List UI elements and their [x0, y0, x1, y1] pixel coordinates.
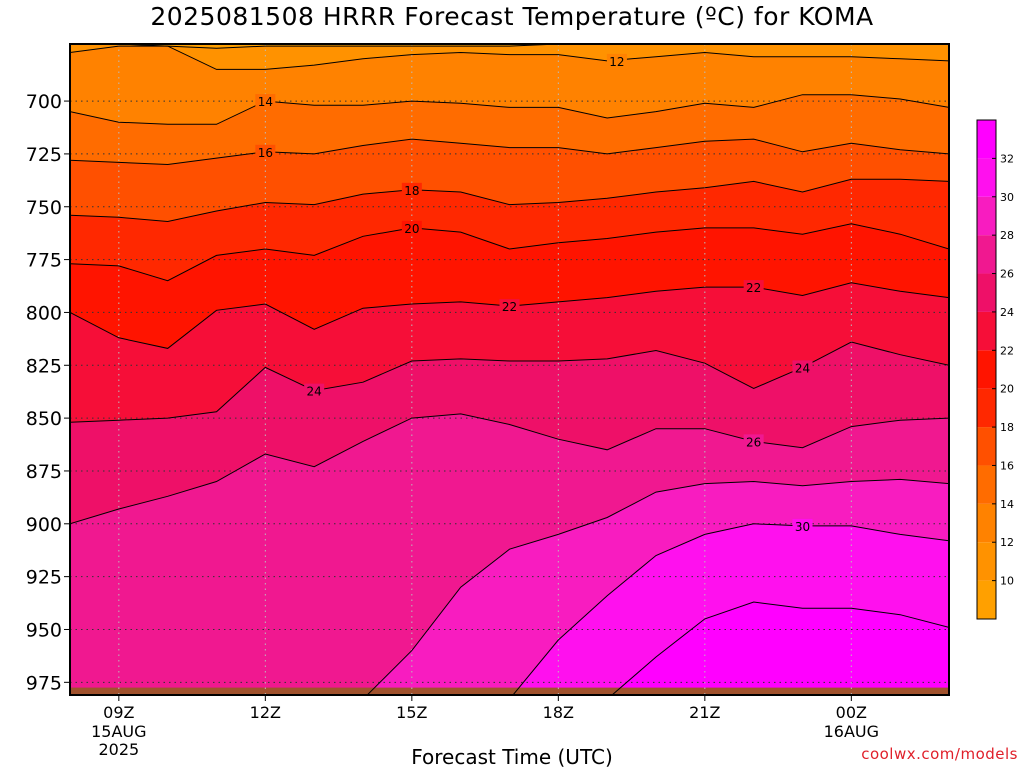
- y-tick-label-900: 900: [26, 514, 62, 536]
- contour-label-12: 12: [609, 55, 624, 69]
- date-label: 2025: [98, 740, 139, 759]
- colorbar-tick-label-32: 32: [1000, 152, 1014, 165]
- contour-line-10: [107, 44, 717, 49]
- contour-label-bg: [401, 182, 422, 197]
- contour-label-30: 30: [795, 520, 810, 534]
- contour-label-24: 24: [307, 385, 322, 399]
- x-tick-label-12Z: 12Z: [250, 703, 281, 722]
- colorbar-swatch-10: [977, 542, 996, 581]
- colorbar-swatch-12: [977, 503, 996, 543]
- contour-label-bg: [743, 280, 764, 295]
- ground-layer: [70, 687, 949, 695]
- colorbar-swatch-30: [977, 158, 996, 197]
- y-tick-label-800: 800: [26, 302, 62, 324]
- contour-label-bg: [792, 360, 813, 375]
- y-tick-label-750: 750: [26, 197, 62, 219]
- y-tick-label-700: 700: [26, 91, 62, 113]
- x-tick-label-00Z: 00Z: [836, 703, 867, 722]
- colorbar-tick-label-18: 18: [1000, 421, 1014, 434]
- colorbar-swatch-16: [977, 427, 996, 466]
- colorbar-swatch-26: [977, 235, 996, 274]
- plot-frame: [69, 43, 950, 696]
- date-label: 16AUG: [824, 722, 879, 741]
- colorbar: 10 12 14 16 18 20 22 24 26 28 30 32: [976, 119, 1014, 620]
- y-tick-label-775: 775: [26, 250, 62, 272]
- contour-label-bg: [606, 53, 627, 68]
- colorbar-swatch-24: [977, 273, 996, 312]
- contour-label-22: 22: [502, 300, 517, 314]
- contour-line-18: [70, 178, 949, 223]
- y-tick-label-950: 950: [26, 619, 62, 641]
- x-tick-label-09Z: 09Z: [103, 703, 134, 722]
- colorbar-tick-label-14: 14: [1000, 498, 1014, 511]
- contour-line-26: [70, 413, 949, 525]
- chart-title: 2025081508 HRRR Forecast Temperature (ºC…: [150, 2, 874, 31]
- x-tick-label-18Z: 18Z: [543, 703, 574, 722]
- contour-line-12: [70, 45, 949, 70]
- contour-label-18: 18: [404, 184, 419, 198]
- colorbar-tick-label-24: 24: [1000, 306, 1014, 319]
- y-tick-label-925: 925: [26, 567, 62, 589]
- colorbar-swatch-20: [977, 350, 996, 389]
- y-tick-label-850: 850: [26, 408, 62, 430]
- x-tick-label-21Z: 21Z: [689, 703, 720, 722]
- colorbar-swatch-14: [977, 465, 996, 504]
- contour-label-22: 22: [746, 281, 761, 295]
- contour-line-14: [70, 94, 949, 125]
- ground-surface: [70, 687, 949, 695]
- colorbar-swatch-22: [977, 311, 996, 351]
- x-axis-label: Forecast Time (UTC): [411, 745, 613, 769]
- colorbar-tick-label-20: 20: [1000, 383, 1014, 396]
- contour-line-16: [70, 138, 949, 166]
- y-tick-label-725: 725: [26, 144, 62, 166]
- colorbar-tick-label-16: 16: [1000, 459, 1014, 472]
- colorbar-tick-label-30: 30: [1000, 191, 1014, 204]
- colorbar-swatch-32: [977, 120, 996, 159]
- contour-label-bg: [792, 518, 813, 533]
- contour-line-28: [366, 478, 949, 695]
- x-tick-label-15Z: 15Z: [396, 703, 427, 722]
- contour-label-16: 16: [258, 146, 273, 160]
- y-tick-label-975: 975: [26, 672, 62, 694]
- colorbar-swatch-8: [977, 580, 996, 619]
- contour-label-24: 24: [795, 361, 810, 375]
- colorbar-swatch-18: [977, 388, 996, 428]
- colorbar-tick-label-22: 22: [1000, 344, 1014, 357]
- contour-line-32: [611, 601, 949, 695]
- colorbar-tick-label-26: 26: [1000, 268, 1014, 281]
- y-axis: 700 725 750 775 800 825 850 875 900 925 950 975: [26, 91, 70, 694]
- contour-label-26: 26: [746, 435, 761, 449]
- date-label: 15AUG: [91, 722, 146, 741]
- colorbar-tick-label-12: 12: [1000, 536, 1014, 549]
- colorbar-tick-label-10: 10: [1000, 575, 1014, 588]
- colorbar-swatch-28: [977, 196, 996, 236]
- contour-label-bg: [743, 434, 764, 449]
- contour-label-bg: [255, 94, 276, 109]
- temperature-fill-layer: [70, 44, 949, 695]
- y-tick-label-875: 875: [26, 461, 62, 483]
- colorbar-frame: [976, 119, 997, 620]
- contour-layer: [70, 44, 949, 695]
- contour-label-bg: [401, 220, 422, 235]
- contour-label-14: 14: [258, 95, 273, 109]
- contour-label-layer: 12 14 16 18 20 22 22 24 24 26 30: [255, 53, 813, 534]
- contour-label-bg: [255, 144, 276, 159]
- y-tick-label-825: 825: [26, 355, 62, 377]
- contour-label-bg: [304, 383, 325, 398]
- contour-label-bg: [499, 299, 520, 314]
- source-credit: coolwx.com/models: [861, 745, 1018, 763]
- contour-line-20: [70, 223, 949, 282]
- contour-label-20: 20: [404, 222, 419, 236]
- band-32: [612, 602, 949, 695]
- colorbar-tick-label-28: 28: [1000, 229, 1014, 242]
